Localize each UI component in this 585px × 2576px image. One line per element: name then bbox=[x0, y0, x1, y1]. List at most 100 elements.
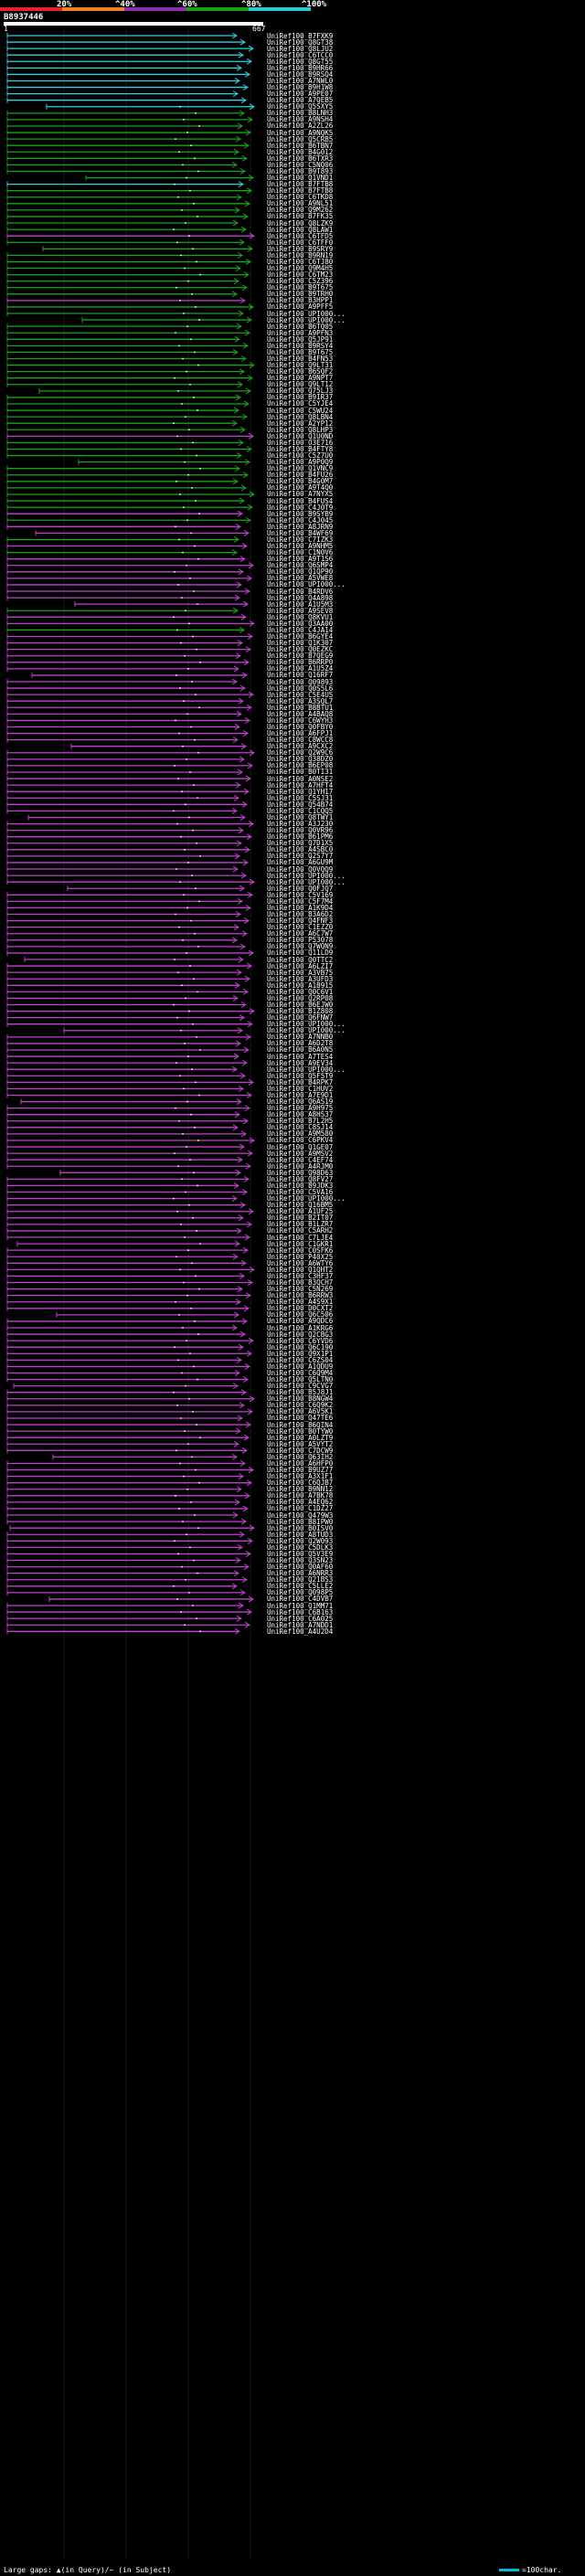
hit-row[interactable] bbox=[6, 865, 239, 873]
hit-label[interactable]: UniRef100_A5VWE8 bbox=[267, 574, 334, 583]
hit-label[interactable]: UniRef100_B8LNH3 bbox=[267, 109, 334, 118]
hit-label[interactable]: UniRef100_A1KRG6 bbox=[267, 1323, 334, 1332]
hit-row[interactable] bbox=[6, 291, 238, 298]
hit-label[interactable]: UniRef100_B9RN19 bbox=[267, 250, 334, 260]
hit-row[interactable] bbox=[6, 640, 243, 647]
hit-label[interactable]: UniRef100_Q16BM5 bbox=[267, 1201, 334, 1210]
hit-label[interactable]: UniRef100_C5ARH2 bbox=[267, 1226, 334, 1235]
hit-row[interactable] bbox=[6, 1551, 251, 1557]
hit-row[interactable] bbox=[6, 1570, 239, 1577]
hit-row[interactable] bbox=[6, 504, 253, 511]
hit-row[interactable] bbox=[6, 323, 242, 330]
hit-label[interactable]: UniRef100_UPI000... bbox=[267, 1194, 346, 1203]
hit-row[interactable] bbox=[6, 1511, 239, 1519]
hit-label[interactable]: UniRef100_Q11LD9 bbox=[267, 949, 334, 958]
hit-row[interactable] bbox=[6, 1092, 252, 1098]
hit-label[interactable]: UniRef100_C6Q9K2 bbox=[267, 1401, 334, 1410]
hit-row[interactable] bbox=[6, 168, 246, 175]
hit-row[interactable] bbox=[6, 756, 245, 763]
hit-label[interactable]: UniRef100_A3UFD3 bbox=[267, 974, 334, 983]
hit-row[interactable] bbox=[6, 90, 239, 98]
hit-row[interactable] bbox=[35, 529, 250, 536]
hit-row[interactable] bbox=[6, 1253, 239, 1260]
hit-row[interactable] bbox=[6, 1021, 253, 1028]
hit-row[interactable] bbox=[6, 1182, 239, 1189]
hit-row[interactable] bbox=[6, 1350, 252, 1357]
hit-label[interactable]: UniRef100_Q4FNF3 bbox=[267, 917, 334, 926]
hit-label[interactable]: UniRef100_C6ZS04 bbox=[267, 1355, 334, 1364]
hit-label[interactable]: UniRef100_A1K9D4 bbox=[267, 903, 334, 912]
hit-label[interactable]: UniRef100_C5E4U5 bbox=[267, 690, 334, 699]
hit-row[interactable] bbox=[6, 1195, 238, 1203]
hit-row[interactable] bbox=[6, 1208, 254, 1215]
hit-label[interactable]: UniRef100_B9T675 bbox=[267, 347, 334, 356]
hit-row[interactable] bbox=[81, 316, 252, 323]
hit-label[interactable]: UniRef100_Q1U0ND bbox=[267, 431, 334, 440]
hit-row[interactable] bbox=[6, 1440, 239, 1447]
hit-row[interactable] bbox=[6, 562, 254, 569]
hit-label[interactable]: UniRef100_C6WYH3 bbox=[267, 716, 334, 725]
hit-row[interactable] bbox=[6, 691, 254, 698]
hit-label[interactable]: UniRef100_Q0TTC2 bbox=[267, 955, 334, 964]
hit-row[interactable] bbox=[6, 97, 247, 104]
hit-row[interactable] bbox=[6, 891, 253, 898]
hit-label[interactable]: UniRef100_Q9LT31 bbox=[267, 361, 334, 370]
hit-row[interactable] bbox=[6, 1627, 240, 1635]
hit-label[interactable]: UniRef100_C7IZK3 bbox=[267, 535, 334, 544]
hit-row[interactable] bbox=[6, 84, 249, 90]
hit-row[interactable] bbox=[6, 1427, 241, 1435]
hit-label[interactable]: UniRef100_Q7WQN9 bbox=[267, 942, 334, 951]
hit-row[interactable] bbox=[31, 672, 248, 679]
hit-label[interactable]: UniRef100_B7L2H5 bbox=[267, 1117, 334, 1126]
hit-row[interactable] bbox=[6, 1137, 255, 1144]
hit-row[interactable] bbox=[6, 620, 255, 627]
hit-label[interactable]: UniRef100_A2YP12 bbox=[267, 419, 334, 428]
hit-row[interactable] bbox=[6, 924, 239, 931]
hit-row[interactable] bbox=[6, 1505, 249, 1512]
hit-label[interactable]: UniRef100_Q0VR96 bbox=[267, 826, 334, 835]
hit-row[interactable] bbox=[6, 762, 253, 769]
hit-label[interactable]: UniRef100_B3A6D2 bbox=[267, 910, 334, 919]
hit-row[interactable] bbox=[6, 58, 252, 65]
hit-label[interactable]: UniRef100_C6TFF0 bbox=[267, 238, 334, 247]
hit-row[interactable] bbox=[74, 600, 249, 608]
hit-label[interactable]: UniRef100_B9TRH0 bbox=[267, 290, 334, 299]
hit-label[interactable]: UniRef100_C6YVD6 bbox=[267, 1336, 334, 1345]
hit-row[interactable] bbox=[6, 432, 254, 440]
hit-label[interactable]: UniRef100_Q6AS19 bbox=[267, 1097, 334, 1107]
hit-label[interactable]: UniRef100_UPI000... bbox=[267, 1065, 346, 1074]
hit-row[interactable] bbox=[6, 716, 250, 724]
hit-label[interactable]: UniRef100_A0LZT9 bbox=[267, 1433, 334, 1442]
hit-label[interactable]: UniRef100_C5SJ31 bbox=[267, 793, 334, 802]
hit-label[interactable]: UniRef100_B6RRW3 bbox=[267, 1291, 334, 1300]
hit-row[interactable] bbox=[6, 194, 242, 201]
hit-label[interactable]: UniRef100_A7NNB0 bbox=[267, 1033, 334, 1042]
hit-label[interactable]: UniRef100_B5J8J1 bbox=[267, 1388, 334, 1397]
hit-label[interactable]: UniRef100_B9UZ77 bbox=[267, 1466, 334, 1475]
hit-label[interactable]: UniRef100_C4DVB7 bbox=[267, 1595, 334, 1604]
hit-label[interactable]: UniRef100_Q5JP91 bbox=[267, 334, 334, 344]
hit-row[interactable] bbox=[6, 161, 238, 168]
hit-row[interactable] bbox=[6, 1337, 254, 1344]
hit-row[interactable] bbox=[6, 207, 240, 214]
hit-row[interactable] bbox=[6, 122, 243, 130]
hit-row[interactable] bbox=[6, 70, 250, 78]
hit-label[interactable]: UniRef100_Q0C6V1 bbox=[267, 987, 334, 996]
hit-row[interactable] bbox=[6, 1273, 245, 1279]
hit-row[interactable] bbox=[6, 652, 241, 660]
hit-row[interactable] bbox=[6, 788, 250, 795]
hit-row[interactable] bbox=[6, 1557, 241, 1564]
hit-row[interactable] bbox=[6, 769, 243, 776]
hit-label[interactable]: UniRef100_UPI000... bbox=[267, 1026, 346, 1035]
hit-label[interactable]: UniRef100_Q0VQQ9 bbox=[267, 864, 334, 874]
hit-row[interactable] bbox=[6, 1621, 250, 1628]
hit-label[interactable]: UniRef100_Q0EZKC bbox=[267, 645, 334, 654]
hit-row[interactable] bbox=[6, 737, 239, 744]
hit-row[interactable] bbox=[6, 878, 255, 885]
hit-row[interactable] bbox=[6, 381, 243, 388]
hit-row[interactable] bbox=[6, 45, 254, 52]
hit-label[interactable]: UniRef100_B61PM6 bbox=[267, 832, 334, 842]
hit-label[interactable]: UniRef100_Q1VNC9 bbox=[267, 464, 334, 473]
hit-row[interactable] bbox=[6, 142, 250, 149]
hit-row[interactable] bbox=[16, 1240, 240, 1247]
